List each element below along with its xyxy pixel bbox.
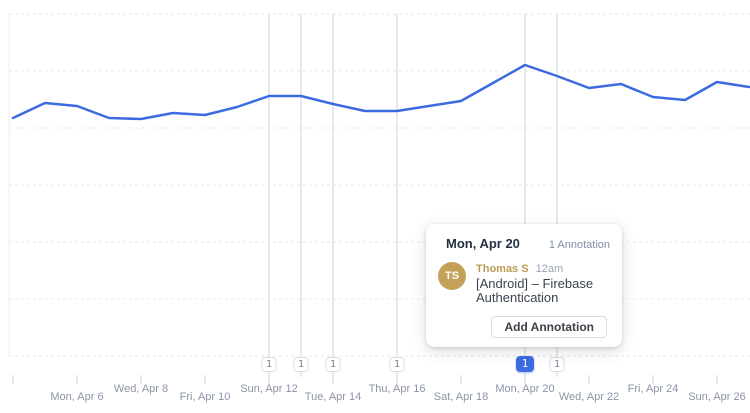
x-axis-label: Wed, Apr 22 (558, 391, 620, 403)
popover-date: Mon, Apr 20 (446, 236, 520, 251)
annotation-marker[interactable]: 1 (389, 357, 405, 372)
annotation-popover: Mon, Apr 20 1 Annotation TS Thomas S 12a… (426, 224, 622, 347)
annotation-marker[interactable]: 1 (549, 357, 565, 372)
data-line (11, 63, 750, 121)
annotation-marker[interactable]: 1 (261, 357, 277, 372)
popover-header: Mon, Apr 20 1 Annotation (426, 224, 622, 251)
x-axis-label: Mon, Apr 6 (50, 391, 104, 403)
annotation-marker[interactable]: 1 (293, 357, 309, 372)
x-axis-label: Mon, Apr 20 (495, 383, 555, 395)
x-axis-label: Fri, Apr 24 (627, 383, 679, 395)
annotation-author: Thomas S (476, 263, 529, 275)
annotation-marker[interactable]: 1 (325, 357, 341, 372)
x-axis-label: Wed, Apr 8 (113, 383, 169, 395)
annotation-text: [Android] – Firebase Authentication (476, 276, 594, 305)
popover-annotation-count: 1 Annotation (548, 239, 610, 251)
annotation-marker-selected[interactable]: 1 (516, 356, 534, 372)
popover-body: TS Thomas S 12am [Android] – Firebase Au… (426, 251, 622, 305)
x-axis-label: Sun, Apr 12 (240, 383, 298, 395)
annotation-entry: Thomas S 12am [Android] – Firebase Authe… (476, 262, 616, 305)
x-axis-label: Fri, Apr 10 (179, 391, 231, 403)
x-axis-label: Sat, Apr 18 (433, 391, 489, 403)
avatar: TS (438, 262, 466, 290)
x-axis-label: Sun, Apr 26 (688, 391, 746, 403)
add-annotation-button[interactable]: Add Annotation (491, 316, 607, 338)
annotation-time: 12am (535, 263, 564, 275)
x-axis-label: Thu, Apr 16 (368, 383, 426, 395)
annotation-meta: Thomas S 12am (476, 263, 616, 275)
x-axis-label: Tue, Apr 14 (304, 391, 362, 403)
